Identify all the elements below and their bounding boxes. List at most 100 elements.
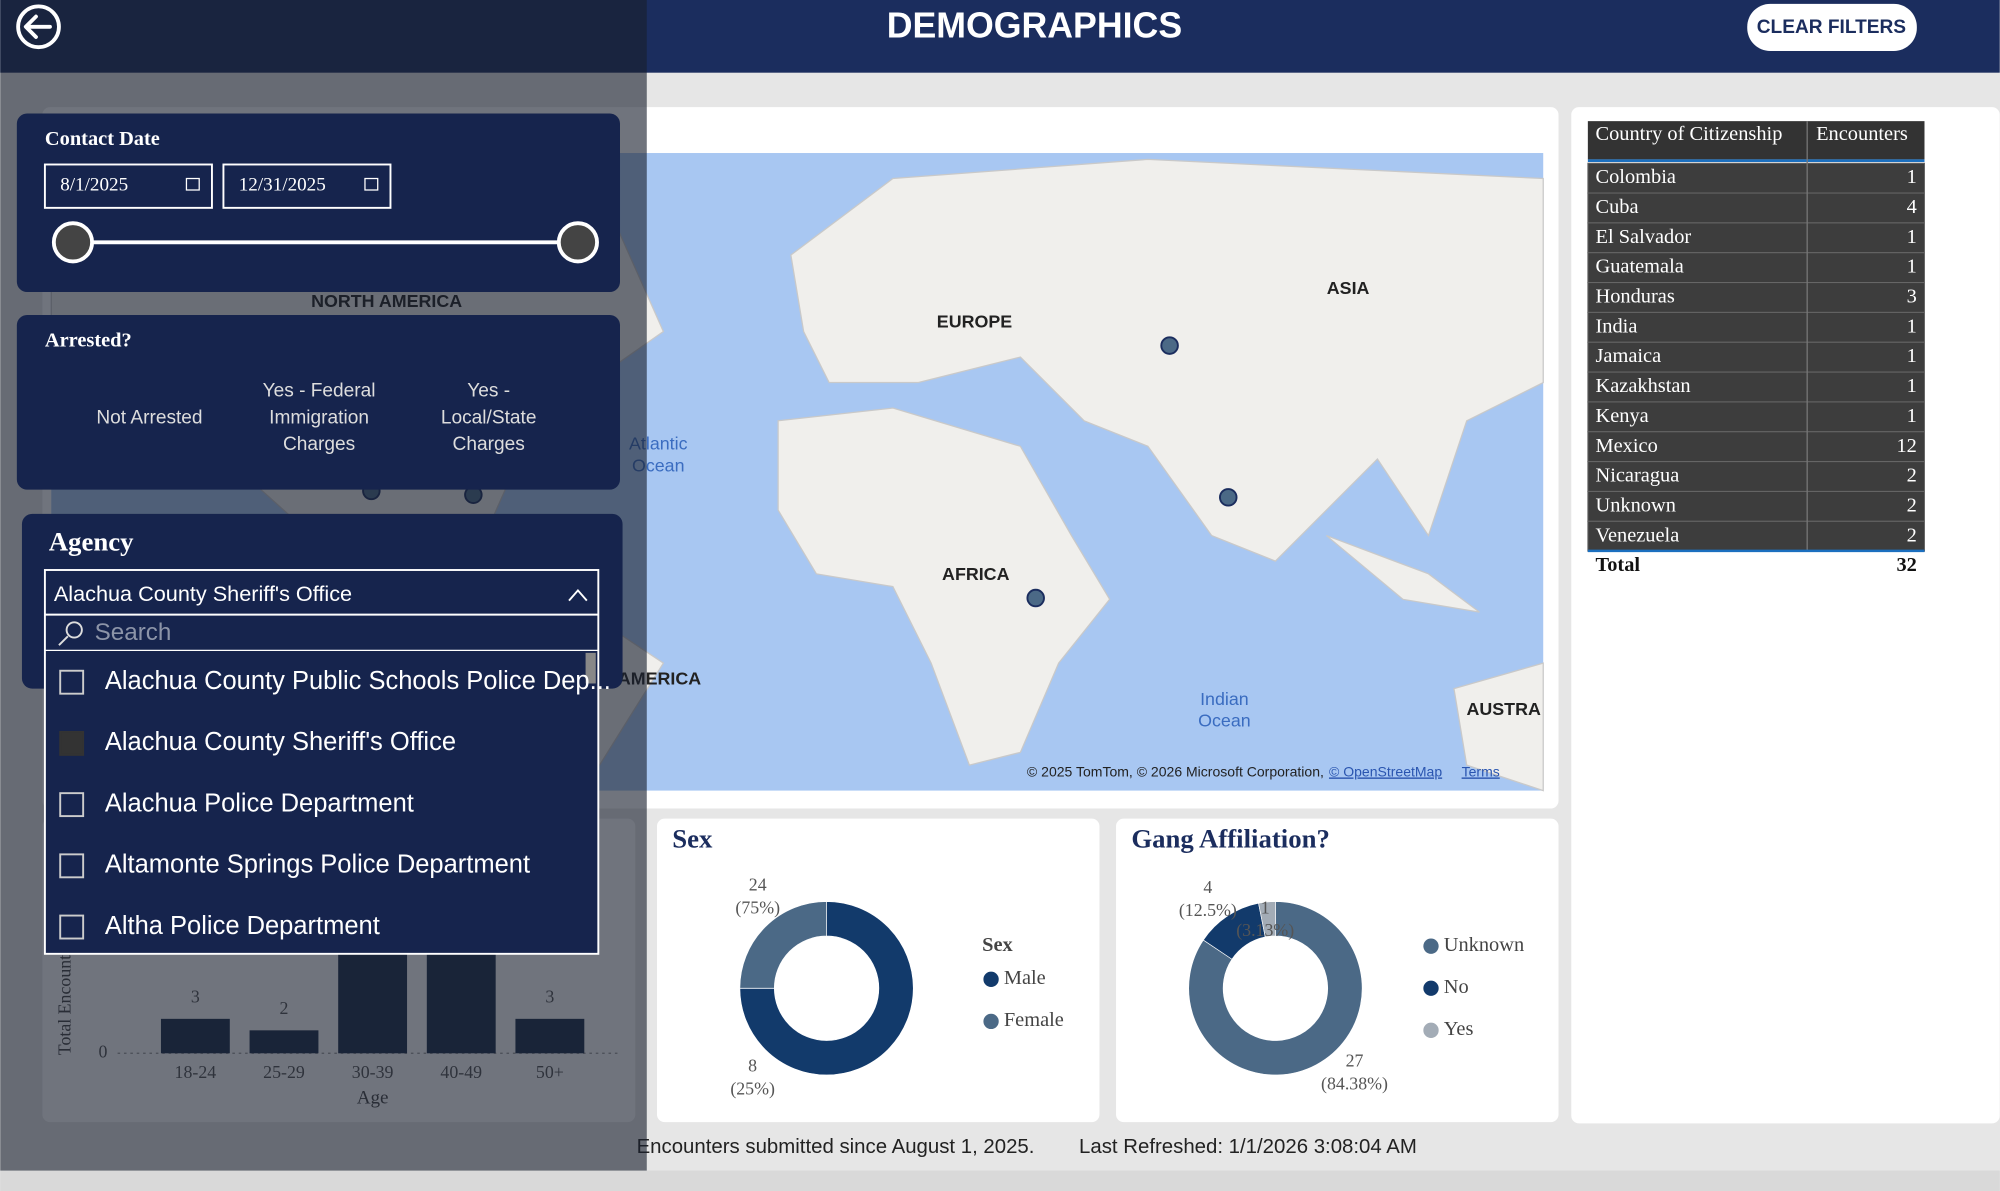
table-row-bg xyxy=(1587,371,1926,403)
arrested-option[interactable]: Yes - xyxy=(467,381,510,402)
ocean-label: Indian xyxy=(1200,689,1249,709)
checkbox[interactable] xyxy=(59,914,85,940)
agency-option[interactable]: Altha Police Department xyxy=(105,912,380,940)
data-label: 27 xyxy=(1346,1050,1364,1070)
page-title: DEMOGRAPHICS xyxy=(887,5,1182,45)
footer-submitted: Encounters submitted since August 1, 202… xyxy=(637,1136,1035,1158)
table-row-bg xyxy=(1587,341,1926,373)
data-label: 4 xyxy=(1203,877,1212,897)
table-row-bg xyxy=(1587,192,1926,224)
table-header-bg xyxy=(1587,121,1925,160)
agency-option[interactable]: Alachua County Sheriff's Office xyxy=(105,728,456,756)
donut-slice xyxy=(1258,901,1276,938)
count-cell: 2 xyxy=(1907,465,1917,487)
checkbox[interactable] xyxy=(59,669,85,695)
count-cell: 1 xyxy=(1907,256,1917,278)
count-cell: 3 xyxy=(1907,286,1917,308)
checkbox[interactable] xyxy=(59,730,85,756)
back-button[interactable] xyxy=(16,4,61,50)
table-row-bg xyxy=(1587,520,1926,552)
total-label: Total xyxy=(1596,554,1641,576)
date-value[interactable]: 8/1/2025 xyxy=(60,175,128,196)
country-cell: Nicaragua xyxy=(1596,465,1680,487)
data-label: 8 xyxy=(748,1055,757,1075)
arrested-option[interactable]: Not Arrested xyxy=(96,407,202,428)
filter-label: Arrested? xyxy=(45,329,132,351)
arrested-option[interactable]: Immigration xyxy=(269,407,369,428)
chart-title: Gang Affiliation? xyxy=(1131,824,1330,854)
map-label: EUROPE xyxy=(937,311,1012,331)
legend-marker xyxy=(1423,938,1439,954)
map-terms-link[interactable]: Terms xyxy=(1462,763,1500,779)
search-input[interactable]: Search xyxy=(95,619,172,646)
data-label: 1 xyxy=(1261,897,1270,917)
arrested-option[interactable]: Charges xyxy=(283,434,355,455)
date-input[interactable] xyxy=(43,163,213,209)
legend-label: Unknown xyxy=(1444,934,1524,956)
country-cell: Guatemala xyxy=(1596,256,1684,278)
search-icon xyxy=(65,621,83,639)
country-cell: Colombia xyxy=(1596,166,1676,188)
donut-slice xyxy=(739,901,914,1076)
donut-slice xyxy=(1188,901,1363,1076)
data-label-percent: (84.38%) xyxy=(1321,1073,1388,1094)
agency-option[interactable]: Alachua County Public Schools Police Dep… xyxy=(105,667,611,695)
search-icon-handle xyxy=(58,635,69,646)
agency-option[interactable]: Altamonte Springs Police Department xyxy=(105,851,530,879)
ocean-label: Ocean xyxy=(1198,710,1251,730)
map-point xyxy=(1160,336,1179,355)
arrested-option[interactable]: Local/State xyxy=(441,407,537,428)
data-label-percent: (25%) xyxy=(730,1078,775,1099)
count-cell: 1 xyxy=(1907,226,1917,248)
agency-option[interactable]: Alachua Police Department xyxy=(105,789,414,817)
checkbox[interactable] xyxy=(59,792,85,818)
data-label-percent: (12.5%) xyxy=(1179,900,1237,921)
slider-handle[interactable] xyxy=(51,221,94,264)
count-cell: 2 xyxy=(1907,524,1917,546)
map-attribution: © 2025 TomTom, © 2026 Microsoft Corporat… xyxy=(1027,763,1324,779)
map-point xyxy=(1219,488,1238,507)
country-cell: Honduras xyxy=(1596,286,1675,308)
footer-refreshed: Last Refreshed: 1/1/2026 3:08:04 AM xyxy=(1079,1136,1417,1158)
country-cell: Mexico xyxy=(1596,435,1658,457)
data-label: 24 xyxy=(749,874,767,894)
count-cell: 1 xyxy=(1907,315,1917,337)
dropdown-chevron xyxy=(568,588,588,602)
country-cell: Kenya xyxy=(1596,405,1649,427)
table-row-bg xyxy=(1587,282,1926,313)
checkbox[interactable] xyxy=(59,853,85,879)
table-header: Encounters xyxy=(1816,123,1908,145)
legend-marker xyxy=(1423,1022,1439,1038)
map-land xyxy=(777,407,1111,766)
map-label: ASIA xyxy=(1327,278,1370,298)
country-cell: India xyxy=(1596,315,1638,337)
clear-filters-button[interactable] xyxy=(1747,3,1917,52)
filter-label: Contact Date xyxy=(45,128,160,150)
legend-marker xyxy=(983,1013,999,1030)
map-label: AUSTRA xyxy=(1467,699,1541,719)
arrested-option[interactable]: Charges xyxy=(453,434,525,455)
legend-title: Sex xyxy=(982,934,1013,956)
table-row-bg xyxy=(1587,401,1926,433)
citizenship-table: Country of Citizenship Encounters Colombia… xyxy=(1587,121,1926,576)
dropdown-selected[interactable]: Alachua County Sheriff's Office xyxy=(54,581,352,606)
chart-title: Sex xyxy=(672,824,713,854)
date-value[interactable]: 12/31/2025 xyxy=(239,175,326,196)
slider-handle[interactable] xyxy=(556,221,599,264)
date-input[interactable] xyxy=(222,163,392,209)
back-arrow xyxy=(23,14,52,39)
map-land xyxy=(790,158,1544,562)
scrollbar xyxy=(585,652,596,684)
footer-strip xyxy=(0,1170,2000,1191)
map-osm-link[interactable]: © OpenStreetMap xyxy=(1329,763,1442,779)
count-cell: 12 xyxy=(1896,435,1916,457)
map-land xyxy=(1453,662,1544,792)
arrested-option[interactable]: Yes - Federal xyxy=(263,381,376,402)
clear-filters-label[interactable]: CLEAR FILTERS xyxy=(1757,17,1906,38)
count-cell: 1 xyxy=(1907,166,1917,188)
table-row-bg xyxy=(1587,431,1926,463)
table-header: Country of Citizenship xyxy=(1596,123,1783,145)
data-label-percent: (75%) xyxy=(735,897,780,918)
country-cell: El Salvador xyxy=(1596,226,1692,248)
